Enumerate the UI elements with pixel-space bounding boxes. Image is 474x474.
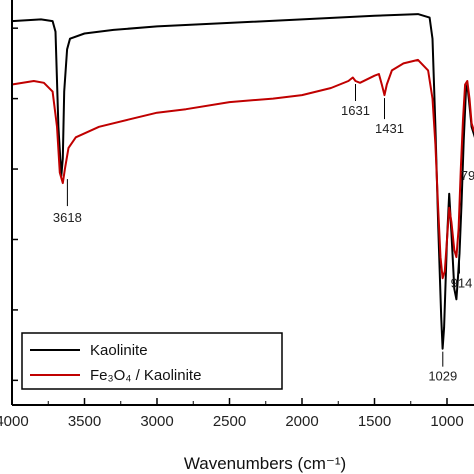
peak-label: 1431 (375, 121, 404, 136)
legend-label-fe3o4-kaolinite: Fe₃O₄ / Kaolinite (90, 367, 201, 384)
x-axis-title: Wavenumbers (cm⁻¹) (184, 454, 346, 473)
peak-label: 914 (451, 276, 473, 291)
series-line-0 (11, 13, 474, 350)
x-tick-label: 2000 (285, 413, 318, 430)
plot-area (11, 13, 474, 350)
legend: Kaolinite Fe₃O₄ / Kaolinite (21, 332, 283, 390)
x-tick-label: 3500 (68, 413, 101, 430)
series-line-1 (11, 58, 474, 280)
peak-label: 3618 (53, 210, 82, 225)
x-tick-label: 1500 (358, 413, 391, 430)
legend-label-kaolinite: Kaolinite (90, 342, 148, 359)
x-tick-label: 2500 (213, 413, 246, 430)
peak-label: 1631 (341, 103, 370, 118)
x-tick-label: 3000 (140, 413, 173, 430)
legend-box (21, 332, 283, 390)
x-tick-label: 4000 (0, 413, 29, 430)
annotation-layer: 3618 1631 1431 1029 914 79 (53, 84, 474, 384)
x-tick-label: 1000 (430, 413, 463, 430)
peak-label: 1029 (428, 369, 457, 384)
peak-label: 79 (461, 168, 474, 183)
axes: 4000 3500 3000 2500 2000 1500 1000 (0, 0, 474, 430)
